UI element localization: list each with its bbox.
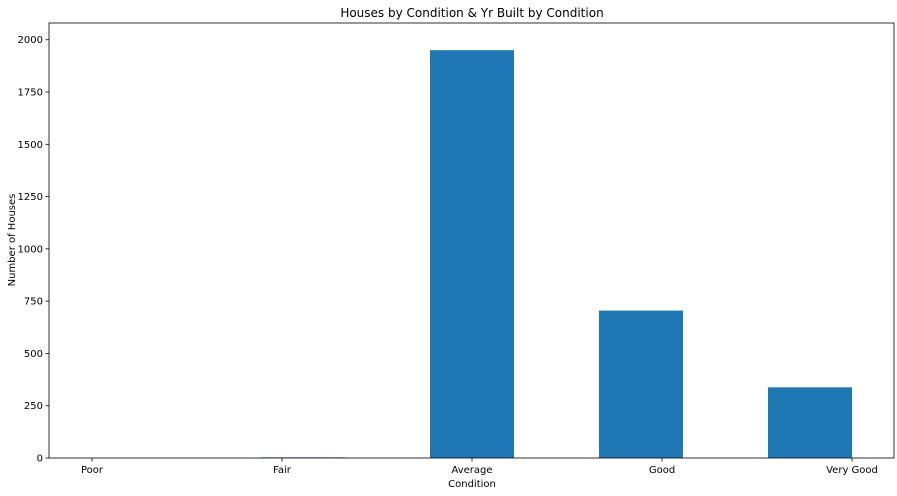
plot-frame — [48, 22, 895, 459]
x-tick-label: Poor — [81, 465, 104, 476]
x-tick-label: Good — [649, 465, 675, 476]
y-tick-label: 1500 — [18, 140, 43, 151]
y-tick-label: 500 — [24, 349, 43, 360]
bar-very-good — [768, 387, 852, 458]
y-axis-label: Number of Houses — [7, 194, 18, 287]
y-tick-label: 0 — [37, 454, 43, 465]
x-tick-label: Fair — [273, 465, 292, 476]
y-axis-ticks: 0 250 500 750 1000 1250 1500 1750 2000 — [18, 35, 49, 465]
y-tick-label: 750 — [24, 297, 43, 308]
y-tick-label: 2000 — [18, 35, 43, 46]
y-tick-label: 1000 — [18, 244, 43, 255]
x-axis-ticks: Poor Fair Average Good Very Good — [81, 458, 878, 476]
y-tick-label: 1250 — [18, 192, 43, 203]
y-tick-label: 250 — [24, 401, 43, 412]
chart-title: Houses by Condition & Yr Built by Condit… — [340, 6, 603, 20]
bar-average — [430, 50, 514, 458]
bar-good — [599, 310, 683, 458]
x-tick-label: Very Good — [826, 465, 878, 476]
y-tick-label: 1750 — [18, 88, 43, 99]
x-axis-label: Condition — [448, 479, 496, 490]
bars-group — [261, 50, 852, 458]
x-tick-label: Average — [451, 465, 492, 476]
